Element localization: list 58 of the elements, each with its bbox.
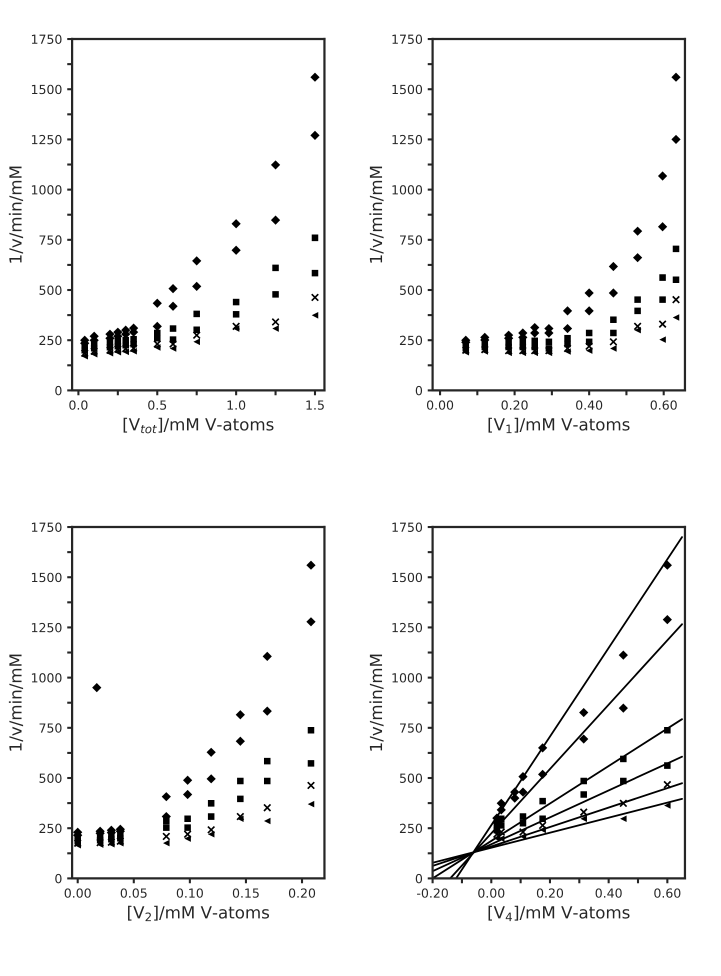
x-tick-label: 1.5 [306,400,324,410]
y-tick-label: 1250 [392,622,422,632]
y-tick-label: 500 [400,285,422,295]
y-tick-label: 750 [400,235,422,245]
x-tick-label: 0.5 [148,400,166,410]
x-tick-label: 0.60 [650,400,677,410]
y-axis-title: 1/v/min/mM [369,166,384,263]
x-axis-title: [V$_{tot}$]/mM V-atoms [124,418,274,434]
y-tick-label: 250 [39,336,62,346]
x-axis-title: [V$_{2}$]/mM V-atoms [128,906,270,922]
y-tick-label: 1000 [392,185,422,195]
y-tick-label: 1500 [32,572,62,582]
y-tick-label: 0 [55,386,62,396]
y-axis-title: 1/v/min/mM [8,654,24,751]
x-tick-label: 0.00 [64,888,91,898]
y-tick-label: 1500 [392,84,422,94]
y-tick-label: 1250 [32,622,62,632]
y-tick-label: 500 [39,773,62,783]
x-tick-label: 0.05 [120,888,147,898]
x-tick-label: 0.20 [288,888,316,898]
x-tick-label: 1.0 [228,400,246,410]
y-tick-label: 1750 [32,522,62,532]
y-tick-label: 1500 [392,572,422,582]
y-axis-title: 1/v/min/mM [8,166,24,263]
y-tick-label: 1750 [392,34,422,44]
x-tick-label: 0.60 [654,888,680,898]
y-tick-label: 1500 [32,84,62,94]
x-axis-title: [V$_{1}$]/mM V-atoms [488,418,630,434]
y-tick-label: 0 [416,874,422,884]
y-tick-label: 750 [400,723,422,733]
x-tick-label: 0.40 [576,400,602,410]
x-tick-label: 0.0 [69,400,88,410]
y-tick-label: 0 [55,874,62,884]
x-tick-label: 0.00 [478,888,504,898]
y-tick-label: 1250 [392,134,422,144]
x-tick-label: 0.40 [596,888,622,898]
x-tick-label: 0.15 [232,888,259,898]
x-axis-title: [V$_{4}$]/mM V-atoms [488,906,630,922]
y-tick-label: 750 [40,235,62,245]
y-tick-label: 250 [39,824,62,834]
y-tick-label: 1000 [392,673,422,683]
y-tick-label: 250 [400,336,422,346]
y-tick-label: 750 [40,723,62,733]
y-tick-label: 1750 [32,34,62,44]
y-tick-label: 1250 [32,134,62,144]
x-tick-label: 0.10 [176,888,203,898]
x-tick-label: 0.20 [502,400,528,410]
y-tick-label: 500 [400,773,422,783]
y-tick-label: 0 [416,386,422,396]
y-tick-label: 250 [400,824,422,834]
x-tick-label: -0.20 [417,888,448,898]
x-tick-label: 0.00 [426,400,454,410]
y-tick-label: 500 [39,285,62,295]
x-tick-label: 0.20 [536,888,564,898]
y-tick-label: 1000 [32,185,62,195]
y-tick-label: 1000 [32,673,62,683]
y-tick-label: 1750 [392,522,422,532]
y-axis-title: 1/v/min/mM [369,654,384,751]
